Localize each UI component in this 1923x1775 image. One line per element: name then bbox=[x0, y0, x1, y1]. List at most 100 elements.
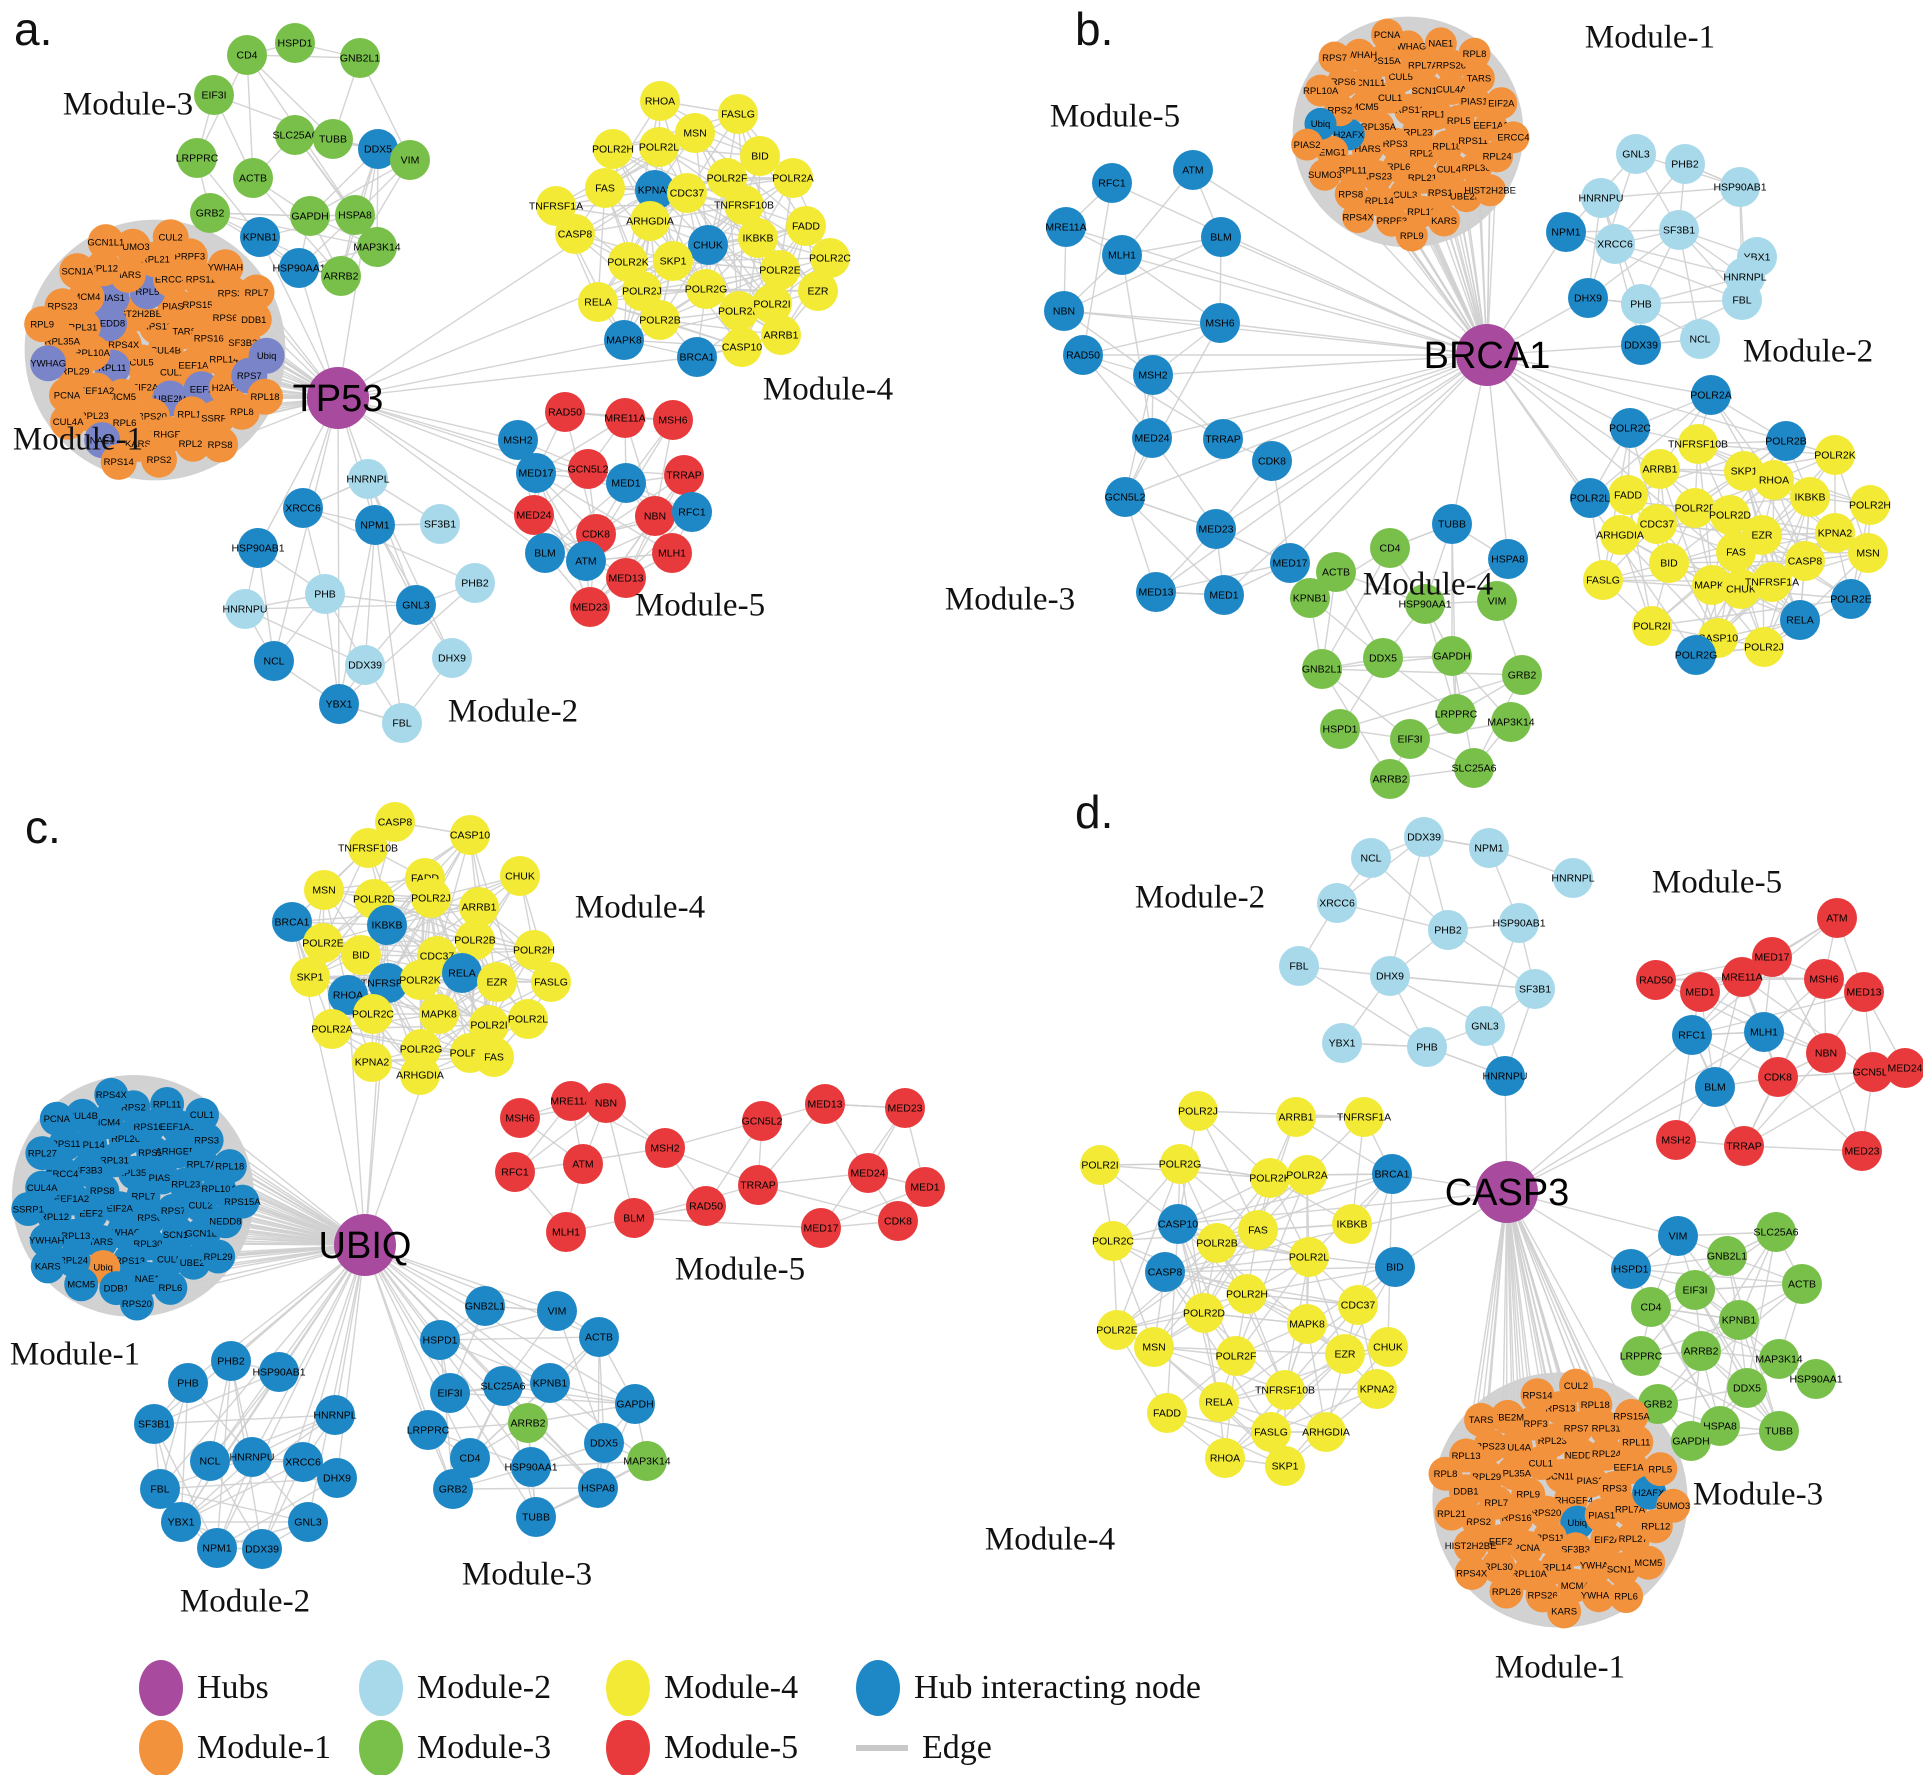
node-ACTB[interactable] bbox=[1782, 1264, 1822, 1304]
node-ARRB2[interactable] bbox=[1681, 1331, 1721, 1371]
node-POLR2E[interactable] bbox=[1097, 1310, 1137, 1350]
node-GRB2[interactable] bbox=[1502, 655, 1542, 695]
node-POLR2B[interactable] bbox=[640, 300, 680, 340]
node-NBN[interactable] bbox=[1806, 1033, 1846, 1073]
node-DDX5[interactable] bbox=[1727, 1368, 1767, 1408]
node-RFC1[interactable] bbox=[672, 492, 712, 532]
node-EIF3I[interactable] bbox=[1390, 719, 1430, 759]
node-ARRB1[interactable] bbox=[761, 315, 801, 355]
node-NCL[interactable] bbox=[254, 641, 294, 681]
node-CHUK[interactable] bbox=[500, 856, 540, 896]
node-CDK8[interactable] bbox=[878, 1201, 918, 1241]
node-TUBB[interactable] bbox=[516, 1497, 556, 1537]
node-PHB2[interactable] bbox=[455, 563, 495, 603]
node-ARRB1[interactable] bbox=[459, 887, 499, 927]
node-GNB2L1[interactable] bbox=[1707, 1236, 1747, 1276]
node-POLR2I[interactable] bbox=[1632, 606, 1672, 646]
node-TRRAP[interactable] bbox=[738, 1165, 778, 1205]
node-RPL8[interactable] bbox=[1458, 37, 1491, 70]
node-YWHAH[interactable] bbox=[1580, 1548, 1615, 1583]
node-SF3B1[interactable] bbox=[420, 504, 460, 544]
node-FASLG[interactable] bbox=[531, 962, 571, 1002]
node-MED13[interactable] bbox=[1844, 972, 1884, 1012]
node-IKBKB[interactable] bbox=[1790, 477, 1830, 517]
node-POLR2C[interactable] bbox=[1093, 1221, 1133, 1261]
node-MED17[interactable] bbox=[801, 1208, 841, 1248]
node-NBN[interactable] bbox=[1044, 291, 1084, 331]
node-POLR2J[interactable] bbox=[411, 878, 451, 918]
node-YWHAH[interactable] bbox=[29, 1223, 64, 1258]
node-HSP90AB1[interactable] bbox=[238, 528, 278, 568]
node-MCM5[interactable] bbox=[1348, 90, 1381, 123]
node-CUL4A[interactable] bbox=[50, 403, 87, 440]
node-CUL2[interactable] bbox=[152, 219, 189, 256]
node-GAPDH[interactable] bbox=[615, 1384, 655, 1424]
node-RPL18[interactable] bbox=[212, 1149, 247, 1184]
node-TNFRSF10B[interactable] bbox=[348, 828, 388, 868]
node-RHOA[interactable] bbox=[640, 81, 680, 121]
node-HSPD1[interactable] bbox=[275, 23, 315, 63]
node-FBL[interactable] bbox=[382, 703, 422, 743]
node-FBL[interactable] bbox=[1722, 280, 1762, 320]
node-BID[interactable] bbox=[341, 935, 381, 975]
node-KARS[interactable] bbox=[1547, 1594, 1582, 1629]
node-GCN1L1[interactable] bbox=[87, 224, 124, 261]
node-BID[interactable] bbox=[1649, 543, 1689, 583]
node-TARS[interactable] bbox=[1462, 62, 1495, 95]
node-ACTB[interactable] bbox=[233, 158, 273, 198]
node-MED24[interactable] bbox=[514, 495, 554, 535]
node-NPM1[interactable] bbox=[355, 505, 395, 545]
node-GAPDH[interactable] bbox=[1432, 636, 1472, 676]
node-MAPK8[interactable] bbox=[604, 320, 644, 360]
node-RPS15A[interactable] bbox=[1614, 1398, 1649, 1433]
node-YWHAG[interactable] bbox=[1581, 1578, 1616, 1613]
node-RELA[interactable] bbox=[578, 282, 618, 322]
node-PCNA[interactable] bbox=[1509, 1530, 1544, 1565]
node-MED17[interactable] bbox=[516, 453, 556, 493]
node-GNL3[interactable] bbox=[396, 585, 436, 625]
node-MRE11A[interactable] bbox=[1046, 207, 1086, 247]
node-EIF3I[interactable] bbox=[430, 1373, 470, 1413]
node-ATM[interactable] bbox=[566, 541, 606, 581]
node-MRE11A[interactable] bbox=[1722, 957, 1762, 997]
node-POLR2I[interactable] bbox=[752, 284, 792, 324]
node-CDC37[interactable] bbox=[1637, 504, 1677, 544]
hub-node-TP53[interactable] bbox=[307, 367, 369, 429]
node-CASP8[interactable] bbox=[1785, 541, 1825, 581]
node-NAE1[interactable] bbox=[1424, 27, 1457, 60]
node-TNFRSF10B[interactable] bbox=[724, 185, 764, 225]
node-SLC25A6[interactable] bbox=[483, 1366, 523, 1406]
node-MSH6[interactable] bbox=[1804, 959, 1844, 999]
node-POLR2E[interactable] bbox=[303, 923, 343, 963]
node-MRE11A[interactable] bbox=[605, 398, 645, 438]
node-FAS[interactable] bbox=[1716, 532, 1756, 572]
node-PCNA[interactable] bbox=[39, 1101, 74, 1136]
node-GNB2L1[interactable] bbox=[465, 1286, 505, 1326]
node-POLR2H[interactable] bbox=[1227, 1274, 1267, 1314]
node-RPL12[interactable] bbox=[85, 250, 122, 287]
node-GRB2[interactable] bbox=[190, 193, 230, 233]
node-XRCC6[interactable] bbox=[283, 1442, 323, 1482]
node-GNB2L1[interactable] bbox=[1302, 649, 1342, 689]
node-POLR2I[interactable] bbox=[1080, 1145, 1120, 1185]
node-DDX39[interactable] bbox=[1404, 817, 1444, 857]
node-BRCA1[interactable] bbox=[677, 337, 717, 377]
node-ARRB2[interactable] bbox=[1370, 759, 1410, 799]
node-FBL[interactable] bbox=[1279, 946, 1319, 986]
node-POLR2K[interactable] bbox=[1815, 435, 1855, 475]
node-GCN5L2[interactable] bbox=[568, 449, 608, 489]
node-RPS7[interactable] bbox=[1318, 41, 1351, 74]
node-MED17[interactable] bbox=[1270, 543, 1310, 583]
node-IKBKB[interactable] bbox=[1332, 1204, 1372, 1244]
node-SKP1[interactable] bbox=[1265, 1446, 1305, 1486]
node-POLR2A[interactable] bbox=[773, 158, 813, 198]
node-YWHAH[interactable] bbox=[207, 249, 244, 286]
node-HNRNPU[interactable] bbox=[1581, 178, 1621, 218]
node-NBN[interactable] bbox=[586, 1083, 626, 1123]
node-SUMO3[interactable] bbox=[114, 228, 151, 265]
node-HSP90AB1[interactable] bbox=[1720, 167, 1760, 207]
node-PCNA[interactable] bbox=[49, 377, 85, 414]
node-KPNA2[interactable] bbox=[635, 170, 675, 210]
node-DHX9[interactable] bbox=[1370, 956, 1410, 996]
node-SF3B1[interactable] bbox=[1659, 210, 1699, 250]
